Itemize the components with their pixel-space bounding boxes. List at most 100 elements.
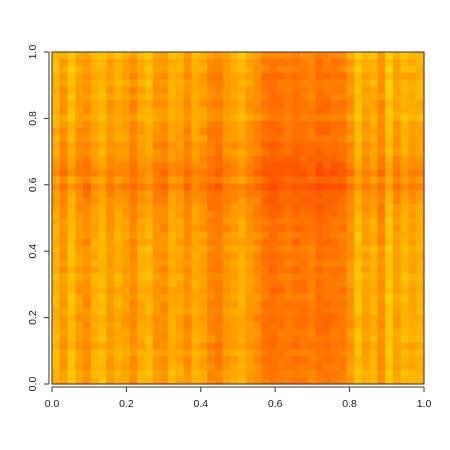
y-tick-label: 0.4	[27, 244, 39, 259]
heatmap-cell	[106, 197, 115, 205]
heatmap-cell	[385, 197, 394, 205]
heatmap-cell	[230, 148, 239, 157]
heatmap-cell	[346, 190, 355, 198]
heatmap-cell	[245, 155, 255, 164]
heatmap-cell	[377, 273, 386, 281]
heatmap-cell	[168, 204, 177, 212]
heatmap-cell	[230, 86, 239, 95]
heatmap-cell	[137, 183, 146, 191]
heatmap-cell	[238, 349, 247, 357]
heatmap-cell	[137, 252, 146, 261]
heatmap-cell	[207, 190, 216, 198]
heatmap-cell	[362, 307, 371, 316]
heatmap-cell	[214, 65, 224, 74]
heatmap-cell	[385, 363, 394, 371]
heatmap-cell	[59, 121, 69, 129]
heatmap-cell	[385, 335, 394, 344]
heatmap-cell	[106, 58, 115, 67]
heatmap-cell	[75, 252, 84, 261]
heatmap-cell	[114, 328, 123, 337]
heatmap-cell	[52, 287, 61, 295]
heatmap-cell	[300, 301, 309, 309]
heatmap-cell	[129, 273, 138, 281]
heatmap-cell	[129, 224, 138, 233]
heatmap-cell	[323, 93, 332, 102]
heatmap-cell	[168, 218, 177, 226]
heatmap-cell	[300, 349, 309, 357]
heatmap-cell	[362, 86, 371, 95]
heatmap-cell	[238, 314, 247, 323]
heatmap-cell	[315, 58, 324, 67]
heatmap-cell	[307, 301, 317, 309]
heatmap-cell	[292, 377, 301, 385]
heatmap-cell	[230, 335, 239, 344]
heatmap-cell	[331, 197, 340, 205]
heatmap-cell	[284, 190, 293, 198]
heatmap-cell	[393, 114, 402, 122]
heatmap-cell	[362, 356, 371, 364]
heatmap-cell	[145, 93, 154, 102]
heatmap-cell	[207, 280, 216, 288]
heatmap-cell	[338, 204, 348, 212]
heatmap-cell	[338, 307, 348, 316]
heatmap-cell	[245, 121, 255, 129]
heatmap-cell	[261, 65, 270, 74]
heatmap-cell	[331, 301, 340, 309]
heatmap-cell	[245, 231, 255, 240]
heatmap-cell	[369, 121, 379, 129]
heatmap-cell	[269, 155, 278, 164]
heatmap-cell	[408, 65, 417, 74]
heatmap-cell	[284, 307, 293, 316]
heatmap-cell	[292, 363, 301, 371]
heatmap-cell	[331, 356, 340, 364]
heatmap-cell	[59, 273, 69, 281]
heatmap-cell	[338, 294, 348, 302]
heatmap-cell	[400, 238, 410, 247]
heatmap-cell	[354, 65, 363, 74]
heatmap-cell	[230, 259, 239, 268]
heatmap-cell	[276, 307, 286, 316]
heatmap-cell	[416, 211, 425, 219]
heatmap-cell	[323, 65, 332, 74]
heatmap-cell	[145, 266, 154, 274]
heatmap-cell	[284, 135, 293, 143]
heatmap-cell	[183, 183, 193, 191]
heatmap-cell	[269, 321, 278, 330]
heatmap-cell	[129, 335, 138, 344]
heatmap-cell	[114, 58, 123, 67]
heatmap-cell	[199, 52, 208, 60]
heatmap-cell	[362, 65, 371, 74]
heatmap-cell	[168, 259, 177, 268]
heatmap-cell	[416, 363, 425, 371]
heatmap-cell	[222, 128, 231, 136]
heatmap-cell	[276, 93, 286, 102]
heatmap-cell	[323, 148, 332, 157]
heatmap-cell	[191, 370, 200, 378]
heatmap-cell	[292, 176, 301, 185]
heatmap-cell	[67, 93, 76, 102]
heatmap-cell	[276, 370, 286, 378]
heatmap-cell	[98, 93, 107, 102]
heatmap-cell	[292, 128, 301, 136]
heatmap-cell	[59, 335, 69, 344]
heatmap-cell	[59, 204, 69, 212]
heatmap-cell	[114, 107, 123, 115]
heatmap-cell	[199, 190, 208, 198]
heatmap-cell	[145, 65, 154, 74]
heatmap-cell	[176, 328, 185, 337]
heatmap-cell	[315, 349, 324, 357]
heatmap-cell	[230, 114, 239, 122]
heatmap-cell	[238, 183, 247, 191]
heatmap-cell	[416, 273, 425, 281]
heatmap-cell	[207, 238, 216, 247]
heatmap-cell	[137, 349, 146, 357]
heatmap-cell	[199, 72, 208, 81]
heatmap-cell	[408, 245, 417, 254]
heatmap-cell	[137, 190, 146, 198]
heatmap-cell	[338, 190, 348, 198]
heatmap-cell	[400, 114, 410, 122]
heatmap-cell	[75, 238, 84, 247]
heatmap-cell	[222, 52, 231, 60]
heatmap-cell	[300, 79, 309, 88]
heatmap-cell	[222, 141, 231, 150]
